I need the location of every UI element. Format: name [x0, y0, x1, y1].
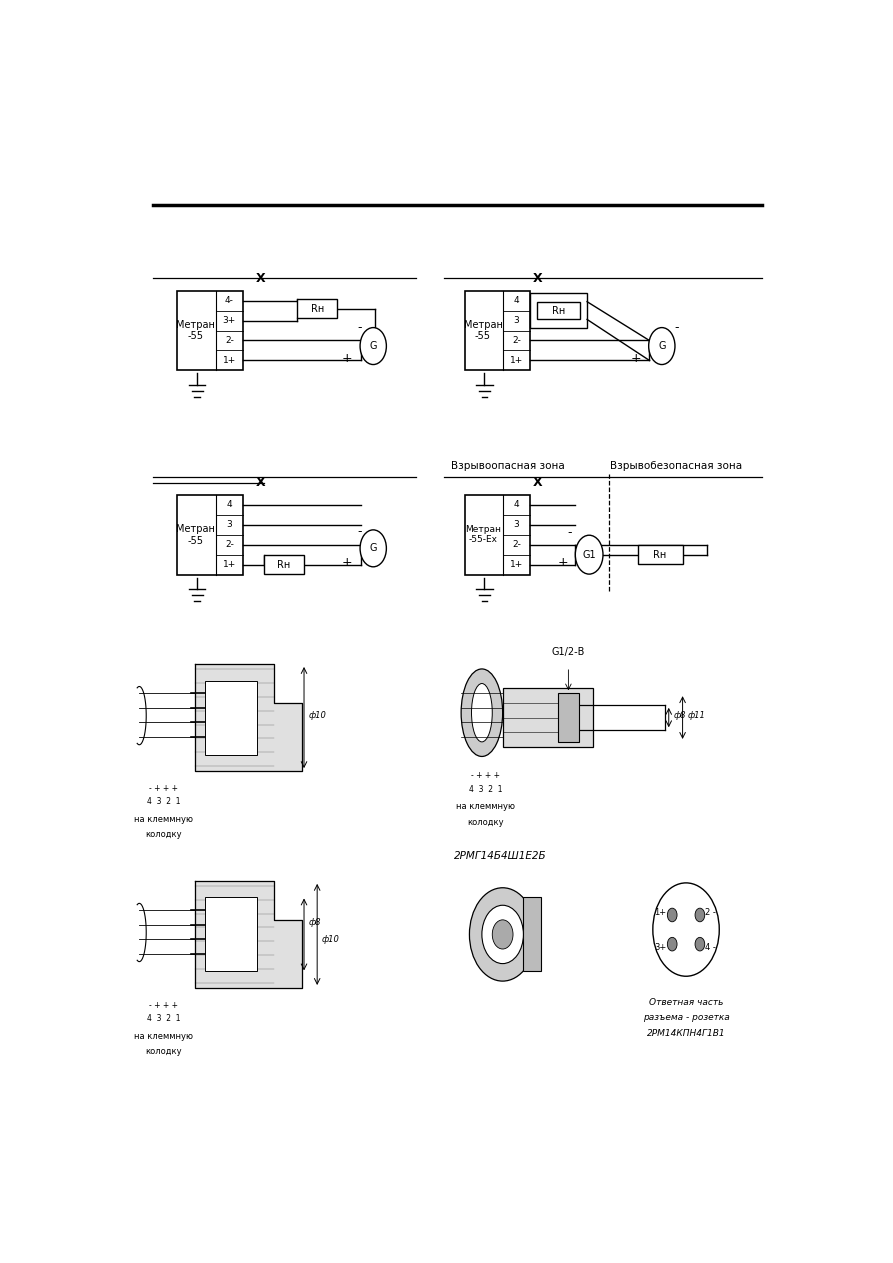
Text: 4  3  2  1: 4 3 2 1	[469, 784, 502, 793]
Text: -: -	[568, 525, 572, 539]
Text: 1+: 1+	[222, 560, 236, 570]
Circle shape	[653, 883, 719, 976]
Text: +: +	[342, 556, 353, 570]
Bar	[205, 898, 257, 971]
Text: Rн: Rн	[278, 560, 290, 570]
Polygon shape	[195, 664, 302, 770]
Bar	[638, 544, 682, 565]
Text: на клеммную: на клеммную	[134, 1032, 193, 1041]
Text: Rн: Rн	[654, 549, 667, 560]
Text: ф8: ф8	[673, 711, 686, 720]
Circle shape	[492, 919, 513, 949]
Bar	[205, 681, 257, 754]
Text: Метран
-55: Метран -55	[176, 320, 215, 341]
Text: 4: 4	[513, 500, 520, 509]
Text: X: X	[532, 272, 542, 284]
Text: ф11: ф11	[688, 711, 705, 720]
Text: 2РМГ14Б4Ш1Е2Б: 2РМГ14Б4Ш1Е2Б	[455, 851, 547, 861]
Circle shape	[482, 906, 523, 964]
Text: Ответная часть: Ответная часть	[649, 998, 723, 1007]
Text: 4-: 4-	[225, 296, 234, 306]
Bar	[178, 290, 243, 370]
Text: 3+: 3+	[222, 316, 236, 325]
Text: 3: 3	[513, 520, 520, 529]
Circle shape	[470, 888, 536, 981]
Circle shape	[667, 908, 677, 922]
Text: 1+: 1+	[510, 356, 523, 365]
Text: 2-: 2-	[225, 541, 234, 549]
Circle shape	[695, 908, 705, 922]
Text: G1/2-В: G1/2-В	[552, 647, 585, 657]
Text: 4  3  2  1: 4 3 2 1	[146, 797, 180, 806]
Text: 4  3  2  1: 4 3 2 1	[146, 1014, 180, 1023]
Circle shape	[360, 327, 387, 365]
Text: колодку: колодку	[146, 1047, 182, 1056]
Text: X: X	[255, 476, 265, 489]
Text: 2-: 2-	[512, 336, 521, 345]
Text: 3: 3	[227, 520, 232, 529]
Text: 4: 4	[513, 296, 520, 306]
Text: -: -	[357, 321, 362, 333]
Text: X: X	[255, 272, 265, 284]
Text: на клеммную: на клеммную	[455, 802, 515, 811]
Bar	[464, 495, 530, 575]
Bar	[523, 898, 541, 971]
Text: Метран
-55: Метран -55	[463, 320, 503, 341]
Text: G: G	[370, 543, 377, 553]
Text: Метран
-55-Ex: Метран -55-Ex	[465, 525, 501, 544]
Text: ф10: ф10	[309, 711, 327, 720]
Text: - + + +: - + + +	[471, 770, 500, 781]
Text: разъема - розетка: разъема - розетка	[643, 1013, 730, 1022]
Text: Rн: Rн	[552, 306, 565, 316]
Circle shape	[575, 536, 603, 575]
Ellipse shape	[461, 669, 503, 757]
Bar	[464, 290, 530, 370]
Text: 4 -: 4 -	[705, 942, 716, 951]
Circle shape	[667, 937, 677, 951]
Text: 3: 3	[513, 316, 520, 325]
Text: 2 -: 2 -	[705, 908, 716, 917]
Text: Метран
-55: Метран -55	[176, 524, 215, 546]
Bar	[538, 302, 580, 320]
Text: 2РМ14КПН4Г1В1: 2РМ14КПН4Г1В1	[647, 1029, 725, 1038]
Text: 2-: 2-	[225, 336, 234, 345]
Text: 4: 4	[227, 500, 232, 509]
Circle shape	[648, 327, 675, 365]
Bar	[530, 293, 587, 328]
Text: -: -	[674, 321, 679, 333]
Polygon shape	[195, 882, 302, 988]
Text: 1+: 1+	[222, 356, 236, 365]
Ellipse shape	[472, 683, 492, 741]
Circle shape	[695, 937, 705, 951]
Text: - + + +: - + + +	[149, 1000, 178, 1009]
Text: X: X	[532, 476, 542, 489]
Text: колодку: колодку	[146, 830, 182, 840]
Text: Взрывобезопасная зона: Взрывобезопасная зона	[610, 461, 742, 471]
Text: +: +	[342, 352, 353, 365]
Text: колодку: колодку	[467, 817, 504, 827]
Text: 2-: 2-	[512, 541, 521, 549]
Text: ф10: ф10	[322, 935, 340, 943]
Text: Rн: Rн	[311, 303, 324, 313]
Text: 1+: 1+	[510, 560, 523, 570]
Bar	[264, 554, 304, 575]
Text: G: G	[658, 341, 665, 351]
Text: -: -	[357, 525, 362, 538]
Bar	[503, 688, 593, 746]
Text: +: +	[630, 352, 641, 365]
Text: G: G	[370, 341, 377, 351]
Text: на клеммную: на клеммную	[134, 815, 193, 823]
Text: ф8: ф8	[309, 918, 321, 927]
Bar	[178, 495, 243, 575]
Text: 3+: 3+	[655, 942, 667, 951]
Bar	[558, 693, 579, 741]
Circle shape	[360, 530, 387, 567]
Text: +: +	[558, 556, 568, 570]
Text: Взрывоопасная зона: Взрывоопасная зона	[451, 461, 564, 471]
Text: 1+: 1+	[655, 908, 667, 917]
Text: G1: G1	[582, 549, 596, 560]
Text: - + + +: - + + +	[149, 783, 178, 793]
Bar	[297, 299, 338, 318]
